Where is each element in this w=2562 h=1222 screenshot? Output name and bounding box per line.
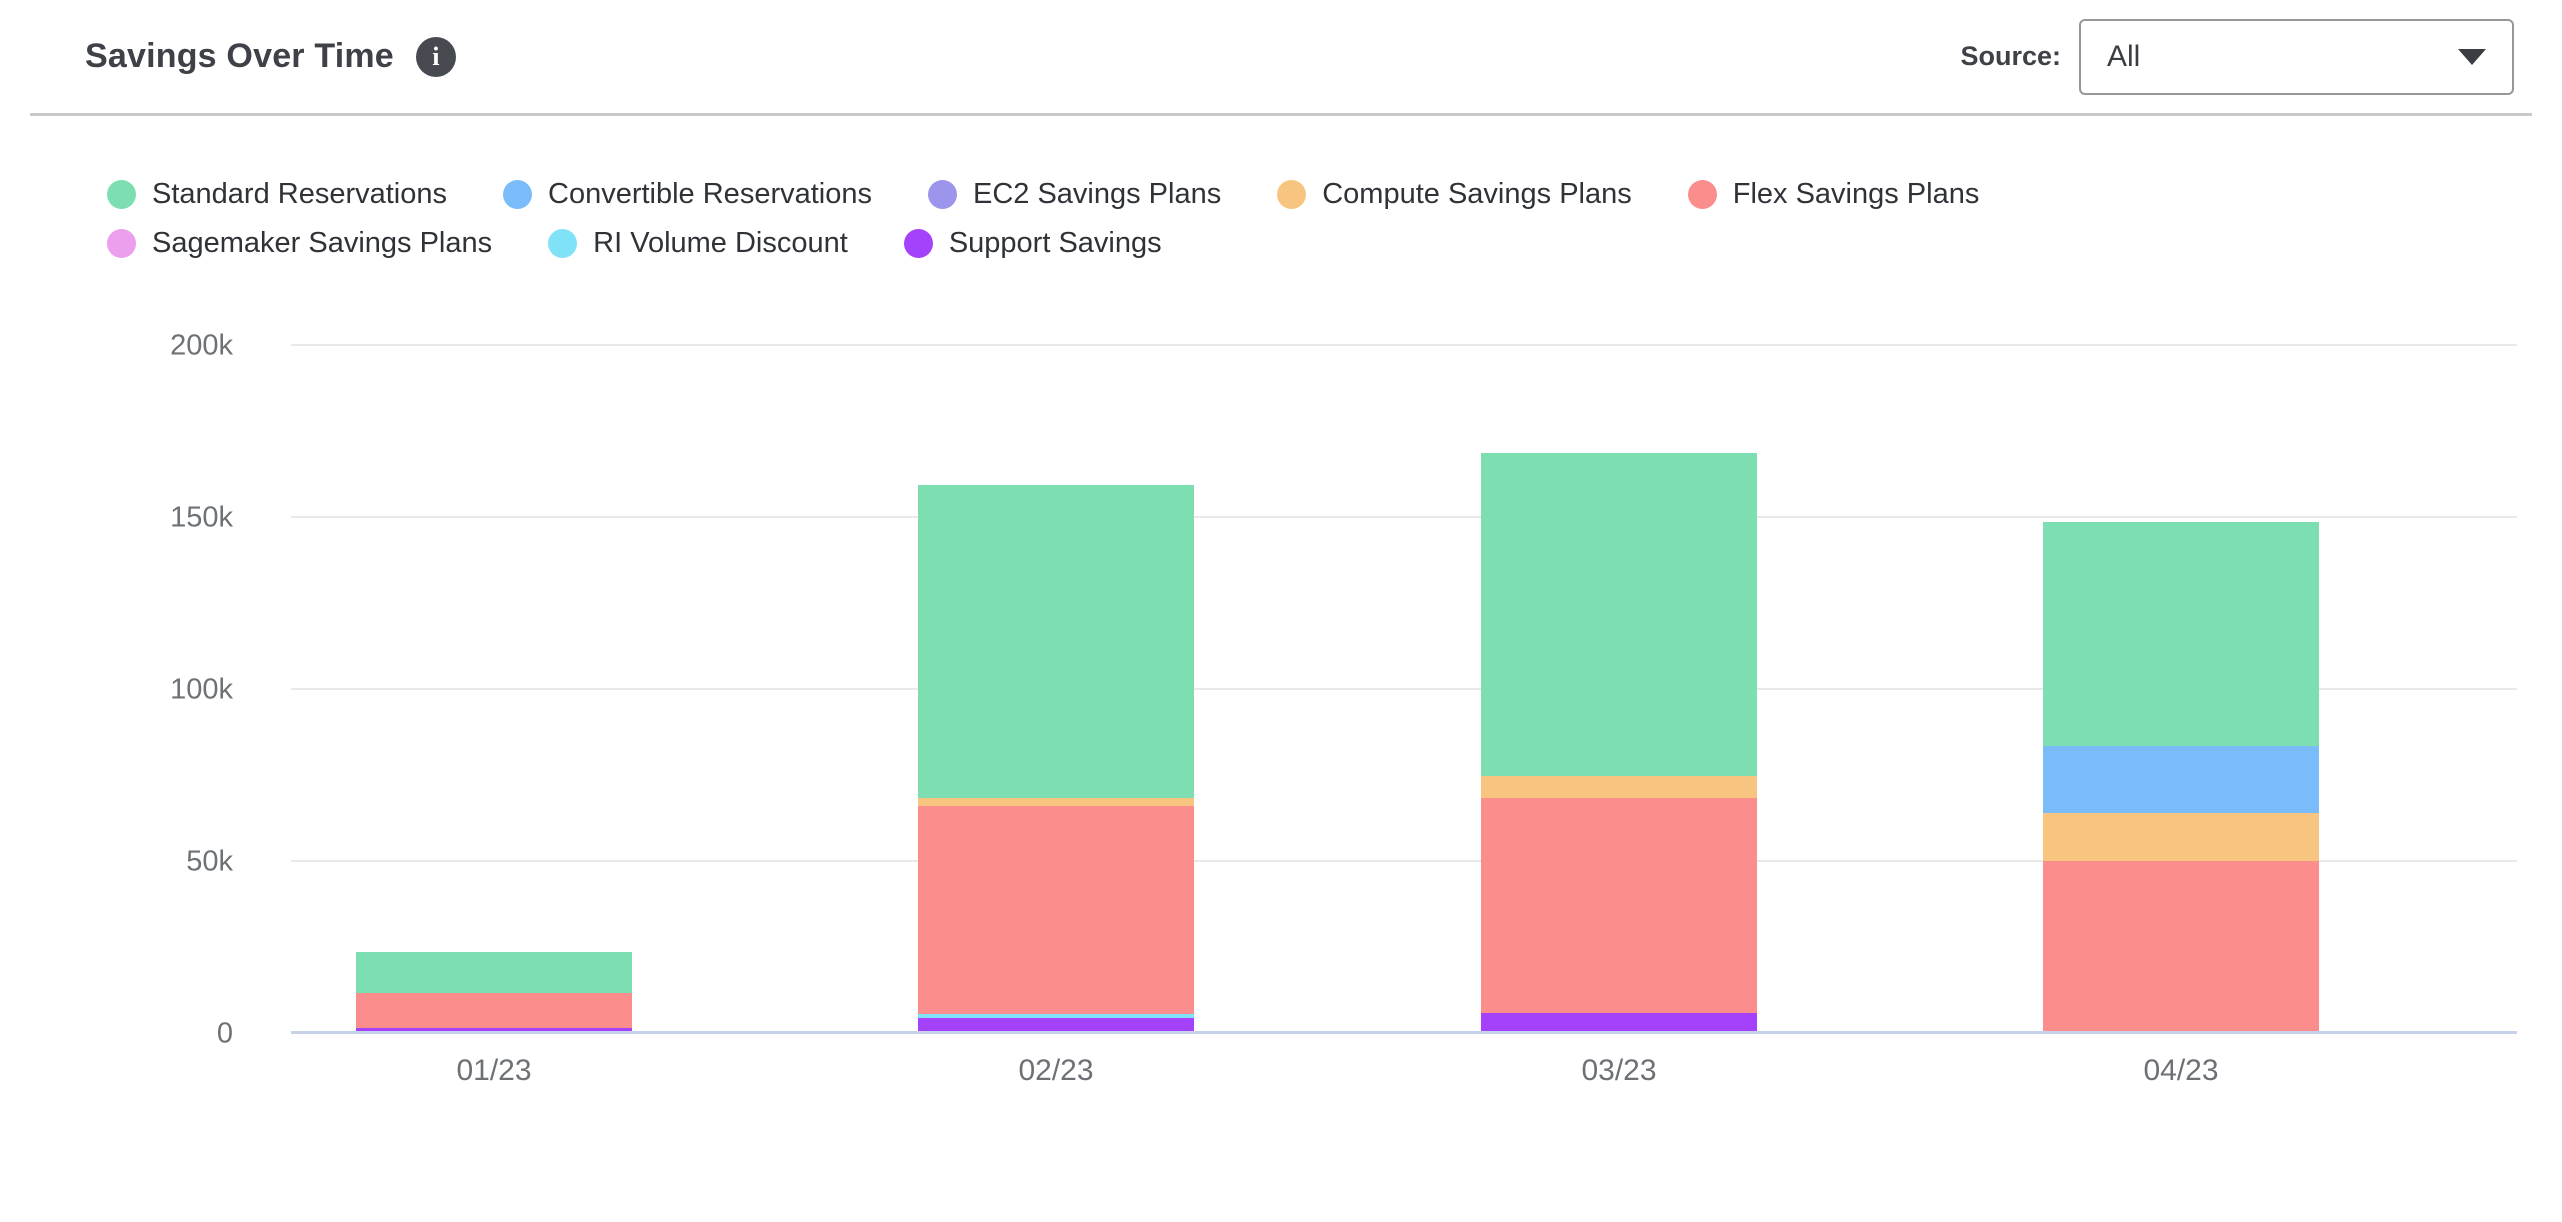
x-tick-label: 04/23 <box>2143 1054 2219 1087</box>
source-filter: Source: All <box>1960 18 2532 95</box>
legend-item-convertible-reservations[interactable]: Convertible Reservations <box>503 178 872 211</box>
y-tick-label: 200k <box>170 329 233 362</box>
legend-dot-icon <box>107 229 136 258</box>
bar-segment-flex-savings-plans[interactable] <box>356 992 632 1028</box>
x-tick-label: 03/23 <box>1581 1054 1657 1087</box>
x-axis-line <box>291 1031 2517 1034</box>
legend-item-support-savings[interactable]: Support Savings <box>903 227 1162 260</box>
legend-label: Sagemaker Savings Plans <box>152 227 493 259</box>
legend-dot-icon <box>503 180 532 209</box>
gridline <box>291 516 2517 518</box>
chart-header: Savings Over Time i Source: All <box>30 0 2532 116</box>
legend-label: Standard Reservations <box>152 178 447 210</box>
x-tick-label: 01/23 <box>456 1054 532 1087</box>
source-dropdown-value: All <box>2107 39 2141 73</box>
bar-segment-standard-reservations[interactable] <box>1481 452 1757 777</box>
chart-area: 0 50k 100k 150k 200k 01/23 02/23 03/23 04/23 <box>0 318 2562 1087</box>
legend-item-ri-volume-discount[interactable]: RI Volume Discount <box>548 227 848 260</box>
legend-item-compute-savings-plans[interactable]: Compute Savings Plans <box>1277 178 1632 211</box>
bar-segment-ri-volume-discount[interactable] <box>918 1013 1194 1018</box>
legend-dot-icon <box>927 180 957 209</box>
legend-item-sagemaker-savings-plans[interactable]: Sagemaker Savings Plans <box>107 227 492 260</box>
bar-segment-standard-reservations[interactable] <box>918 484 1194 798</box>
legend-dot-icon <box>107 180 136 209</box>
gridline <box>291 344 2517 346</box>
legend-dot-icon <box>548 229 578 258</box>
y-tick-label: 50k <box>186 845 233 878</box>
bar-segment-compute-savings-plans[interactable] <box>918 797 1194 806</box>
legend-item-ec2-savings-plans[interactable]: EC2 Savings Plans <box>927 178 1222 211</box>
bar-segment-compute-savings-plans[interactable] <box>2043 812 2319 862</box>
legend-label: Convertible Reservations <box>548 178 872 210</box>
chart-legend: Standard Reservations Convertible Reserva… <box>107 178 2297 260</box>
chevron-down-icon <box>2458 48 2486 65</box>
y-tick-label: 0 <box>216 1017 233 1050</box>
bar-segment-convertible-reservations[interactable] <box>2043 745 2319 813</box>
bar-segment-standard-reservations[interactable] <box>2043 522 2319 746</box>
bar-segment-compute-savings-plans[interactable] <box>1481 776 1757 799</box>
source-label: Source: <box>1960 41 2061 71</box>
legend-label: Flex Savings Plans <box>1732 178 1980 210</box>
stacked-bar-04-23 <box>2043 522 2319 1031</box>
info-circle-icon[interactable]: i <box>415 36 456 77</box>
bar-segment-support-savings[interactable] <box>918 1017 1194 1031</box>
bar-segment-standard-reservations[interactable] <box>356 951 632 993</box>
legend-label: Compute Savings Plans <box>1322 178 1632 210</box>
x-tick-label: 02/23 <box>1018 1054 1094 1087</box>
gridline <box>291 860 2517 862</box>
source-dropdown[interactable]: All <box>2079 18 2514 95</box>
legend-dot-icon <box>1687 180 1717 209</box>
legend-dot-icon <box>1277 180 1307 209</box>
y-tick-label: 150k <box>170 501 233 534</box>
legend-item-flex-savings-plans[interactable]: Flex Savings Plans <box>1687 178 1980 211</box>
bar-segment-support-savings[interactable] <box>1481 1013 1757 1031</box>
legend-label: EC2 Savings Plans <box>972 178 1222 210</box>
y-tick-label: 100k <box>170 673 233 706</box>
title-group: Savings Over Time i <box>30 36 456 77</box>
stacked-bar-03-23 <box>1481 452 1757 1031</box>
legend-label: RI Volume Discount <box>593 227 848 259</box>
gridline <box>291 688 2517 690</box>
page-title: Savings Over Time <box>85 37 394 75</box>
legend-label: Support Savings <box>948 227 1162 259</box>
plot-area: 0 50k 100k 150k 200k 01/23 02/23 03/23 04/23 <box>170 318 2517 1087</box>
stacked-bar-01-23 <box>356 951 632 1031</box>
bar-segment-flex-savings-plans[interactable] <box>2043 861 2319 1031</box>
bar-segment-flex-savings-plans[interactable] <box>918 805 1194 1014</box>
bar-segment-support-savings[interactable] <box>356 1027 632 1031</box>
stacked-bar-02-23 <box>918 484 1194 1031</box>
legend-item-standard-reservations[interactable]: Standard Reservations <box>107 178 447 211</box>
legend-dot-icon <box>903 229 933 258</box>
bar-segment-flex-savings-plans[interactable] <box>1481 798 1757 1014</box>
